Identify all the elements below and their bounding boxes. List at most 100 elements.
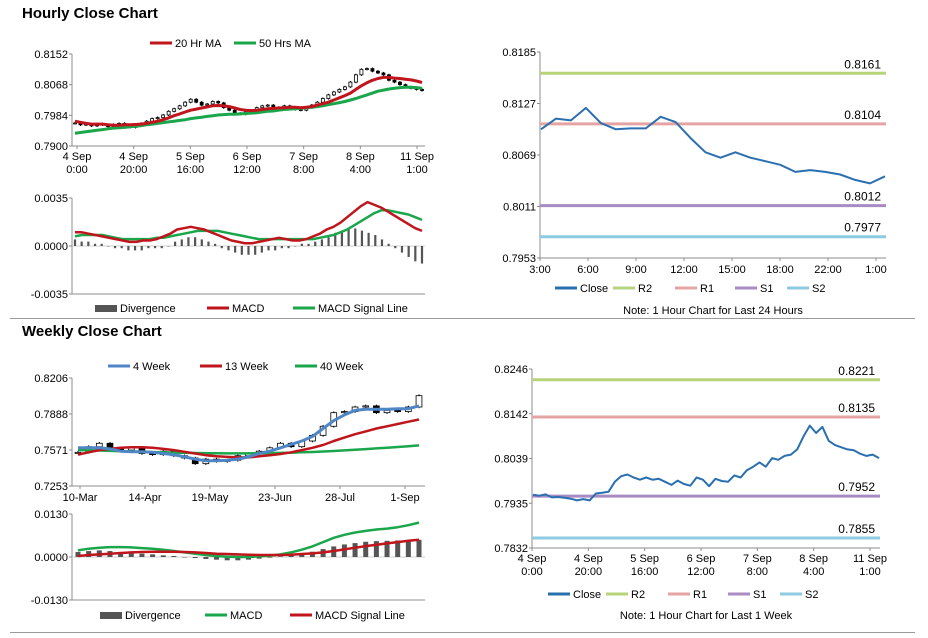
weekly-1wk-x-tick-label: 4 Sep [518,553,547,565]
hourly-macd-divergence-bar [340,230,344,246]
weekly-1wk-x-tick-label: 8:00 [747,566,768,578]
hourly-macd-divergence-bar [300,243,303,246]
weekly-1wk-x-tick-label: 6 Sep [687,553,716,565]
hourly-macd-divergence-bar [407,246,410,257]
hourly-macd-divergence-bar [334,232,337,246]
hourly-price-candle-body [216,101,221,104]
hourly-macd-divergence-bar [287,246,290,249]
hourly-macd-divergence-bar [254,246,257,255]
hourly-macd-legend-swatch [95,305,117,312]
weekly-price-candle-body [394,410,402,412]
hourly-24h-legend-label: S1 [760,283,773,295]
hourly-ma50-line [74,85,423,135]
weekly-1wk-x-tick-label: 5 Sep [630,553,659,565]
weekly-1wk-legend-label: Close [573,589,601,601]
hourly-macd-divergence-bar [207,241,210,246]
weekly-1wk-y-tick-label: 0.8039 [494,454,528,466]
hourly-24h-close-line [540,106,886,185]
hourly-price-candle-body [320,98,325,103]
weekly-macd-divergence-bar [150,554,156,557]
hourly-24h-legend-label: Close [580,283,608,295]
weekly-1wk-x-tick-label: 8 Sep [799,553,828,565]
weekly-1wk-note: Note: 1 Hour Chart for Last 1 Week [620,610,793,622]
hourly-macd-divergence-bar [140,246,143,251]
weekly-macd-divergence-bar [288,555,294,557]
hourly-macd-divergence-bar [267,246,270,251]
hourly-price-candle-body [365,68,369,71]
hourly-24h-y-tick-label: 0.8127 [502,99,536,111]
weekly-macd-divergence-bar [128,553,134,557]
hourly-macd-divergence-bar [380,239,384,246]
hourly-macd-divergence-bar [320,239,324,246]
weekly-1wk-y-tick-label: 0.8246 [494,364,528,376]
hourly-price-candle-body [172,108,177,112]
weekly-1wk-level-label: 0.7855 [838,522,875,536]
hourly-macd-divergence-bar [367,232,370,246]
hourly-macd-divergence-bar [274,246,277,251]
hourly-price-candle-body [161,114,166,118]
hourly-price-candle-body [359,68,364,76]
weekly-macd-divergence-bar [118,552,124,557]
weekly-1wk-x-tick-label: 1:00 [859,566,880,578]
hourly-24h-x-tick-label: 12:00 [670,264,698,276]
hourly-macd-divergence-bar [100,243,103,246]
hourly-macd-legend-label: MACD [232,303,264,315]
hourly-macd-divergence-bar [347,228,350,246]
hourly-macd-divergence-bar [280,246,283,249]
hourly-macd-legend-label: MACD Signal Line [318,303,408,315]
hourly-price-x-tick-label: 8 Sep [346,151,375,163]
weekly-1wk-y-tick-label: 0.7832 [494,543,528,555]
weekly-macd-legend-label: MACD [230,610,262,622]
hourly-macd-divergence-bar [87,241,90,246]
hourly-macd-divergence-bar [214,243,217,246]
hourly-price-x-tick-label: 7 Sep [289,151,318,163]
weekly-macd-divergence-bar [341,544,347,557]
weekly-1wk-legend-label: S1 [753,589,766,601]
hourly-24h-x-tick-label: 1:00 [865,264,886,276]
hourly-macd-divergence-bar [194,237,197,246]
weekly-1wk-x-tick-label: 12:00 [687,566,715,578]
hourly-24h-level-label: 0.8012 [844,190,881,204]
hourly-24h-y-tick-label: 0.8185 [502,47,536,59]
hourly-macd-divergence-bar [327,237,330,246]
hourly-macd-divergence-bar [200,239,203,246]
hourly-price-x-tick-label: 4:00 [350,164,371,176]
weekly-1wk-y-tick-label: 0.8142 [494,409,528,421]
hourly-24h-level-label: 0.8161 [844,57,881,71]
weekly-macd-divergence-bar [75,552,81,557]
weekly-4wk-line [78,404,420,463]
section-divider [10,318,915,319]
hourly-macd-signal-line [74,209,423,241]
hourly-price-x-tick-label: 0:00 [66,164,87,176]
hourly-price-candle-body [326,94,331,99]
weekly-macd-divergence-bar [246,557,251,560]
weekly-price-x-tick-label: 28-Jul [325,492,355,504]
weekly-price-legend-label: 40 Week [320,361,364,373]
hourly-price-candle-body [348,81,353,88]
hourly-macd-divergence-bar [387,243,390,246]
hourly-macd-divergence-bar [414,246,417,262]
weekly-1wk-legend-label: S2 [805,589,818,601]
weekly-1wk-legend-label: R2 [631,589,645,601]
hourly-macd-divergence-bar [420,246,424,264]
hourly-price-y-tick-label: 0.7900 [34,141,68,153]
weekly-macd-y-tick-label: 0.0130 [34,509,68,521]
hourly-24h-y-tick-label: 0.8069 [502,150,536,162]
weekly-1wk-x-tick-label: 7 Sep [743,553,772,565]
hourly-24h-x-tick-label: 15:00 [718,264,746,276]
hourly-price-x-tick-label: 4 Sep [119,151,148,163]
hourly-price-x-tick-label: 5 Sep [176,151,205,163]
hourly-macd-divergence-bar [240,246,243,255]
weekly-1wk-x-tick-label: 16:00 [631,566,659,578]
hourly-macd-divergence-bar [307,243,310,246]
weekly-macd-signal-line [77,538,420,558]
weekly-macd-divergence-bar [352,543,358,557]
weekly-macd-divergence-bar [405,540,411,557]
weekly-macd-y-tick-label: 0.0000 [34,552,68,564]
weekly-1wk-y-tick-label: 0.7935 [494,498,528,510]
hourly-macd-divergence-bar [147,246,150,249]
hourly-price-x-tick-label: 8:00 [293,164,314,176]
weekly-1wk-legend-label: R1 [693,589,707,601]
hourly-macd-divergence-bar [113,246,117,249]
hourly-price-candle-body [370,68,375,72]
